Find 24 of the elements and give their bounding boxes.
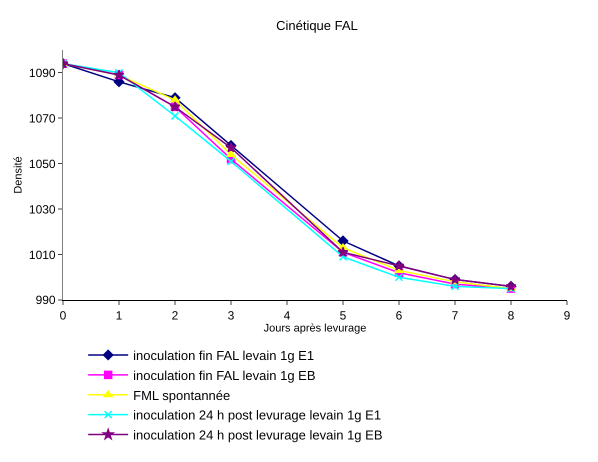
- x-tick-label: 4: [284, 308, 291, 322]
- x-tick-label: 7: [452, 308, 459, 322]
- x-tick-label: 5: [340, 308, 347, 322]
- y-tick-label: 990: [36, 293, 56, 308]
- legend-label: inoculation 24 h post levurage levain 1g E1: [133, 408, 382, 423]
- y-tick-label: 1010: [28, 248, 56, 262]
- legend-label: inoculation fin FAL levain 1g EB: [133, 368, 316, 383]
- x-tick-label: 9: [564, 308, 571, 322]
- x-tick-label: 6: [396, 308, 403, 322]
- x-tick-label: 0: [60, 308, 67, 322]
- legend-label: FML spontannée: [133, 388, 230, 403]
- y-tick-label: 1090: [28, 66, 56, 80]
- legend-label: inoculation fin FAL levain 1g E1: [133, 348, 314, 364]
- x-tick-label: 8: [508, 308, 515, 322]
- y-axis-title: Densité: [12, 156, 25, 194]
- x-tick-label: 3: [228, 308, 235, 322]
- chart-title: Cinétique FAL: [276, 18, 358, 33]
- y-tick-label: 1050: [28, 156, 56, 171]
- legend-label: inoculation 24 h post levurage levain 1g EB: [133, 428, 383, 443]
- x-axis-title: Jours après levurage: [264, 322, 366, 335]
- x-tick-label: 2: [172, 308, 179, 322]
- y-tick-label: 1030: [28, 202, 56, 216]
- y-tick-label: 1070: [28, 111, 56, 126]
- x-tick-label: 1: [116, 308, 123, 322]
